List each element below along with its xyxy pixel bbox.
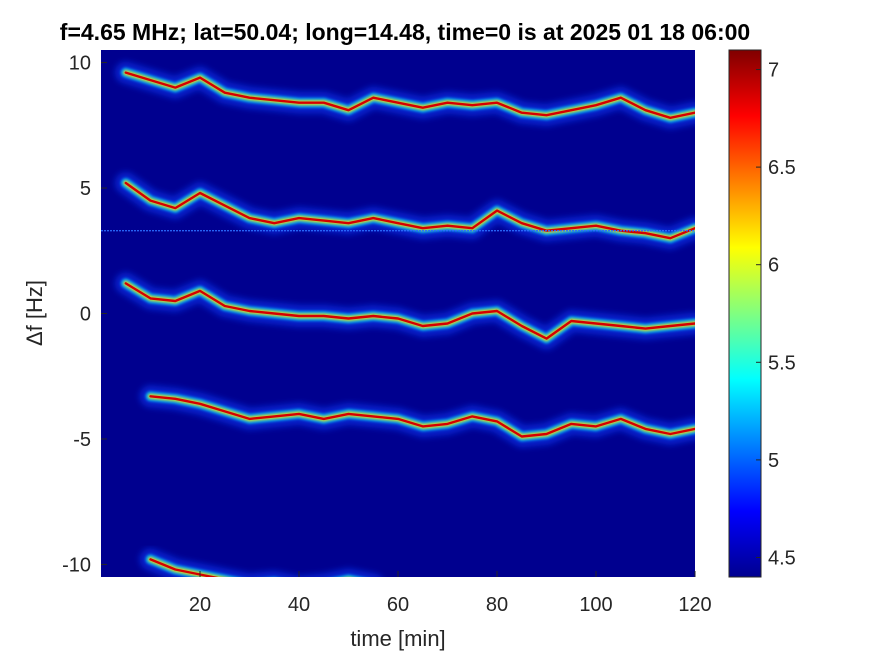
trace-2 — [114, 172, 695, 250]
trace-1 — [114, 61, 695, 129]
y-axis: 10 5 0 -5 -10 — [62, 53, 107, 576]
chart-title: f=4.65 MHz; lat=50.04; long=14.48, time=… — [60, 19, 750, 45]
x-tick-label: 60 — [387, 594, 409, 616]
colorbar-tick-label: 7 — [768, 60, 779, 82]
colorbar-tick-label: 6 — [768, 255, 779, 277]
x-tick-label: 120 — [678, 594, 711, 616]
colorbar-axis: 4.5 5 5.5 6 6.5 7 — [728, 49, 796, 578]
y-tick-label: -10 — [62, 554, 91, 576]
y-tick-label: 5 — [80, 178, 91, 200]
colorbar-tick-label: 6.5 — [768, 157, 796, 179]
trace-layer — [101, 61, 695, 577]
x-axis-label: time [min] — [350, 626, 445, 651]
x-tick-label: 20 — [189, 594, 211, 616]
y-tick-label: 10 — [69, 53, 91, 75]
colorbar-frame — [728, 49, 762, 578]
x-tick-label: 100 — [579, 594, 612, 616]
y-axis-label: Δf [Hz] — [22, 280, 47, 346]
colorbar-tick-label: 5 — [768, 450, 779, 472]
trace-4 — [139, 385, 695, 448]
x-axis: 20 40 60 80 100 120 — [189, 571, 712, 616]
x-tick-label: 80 — [486, 594, 508, 616]
colorbar — [729, 50, 761, 577]
trace-5 — [139, 548, 382, 577]
y-tick-label: -5 — [73, 429, 91, 451]
colorbar-tick-label: 4.5 — [768, 547, 796, 569]
trace-3 — [114, 272, 695, 350]
x-tick-label: 40 — [288, 594, 310, 616]
y-tick-label: 0 — [80, 304, 91, 326]
colorbar-tick-label: 5.5 — [768, 352, 796, 374]
